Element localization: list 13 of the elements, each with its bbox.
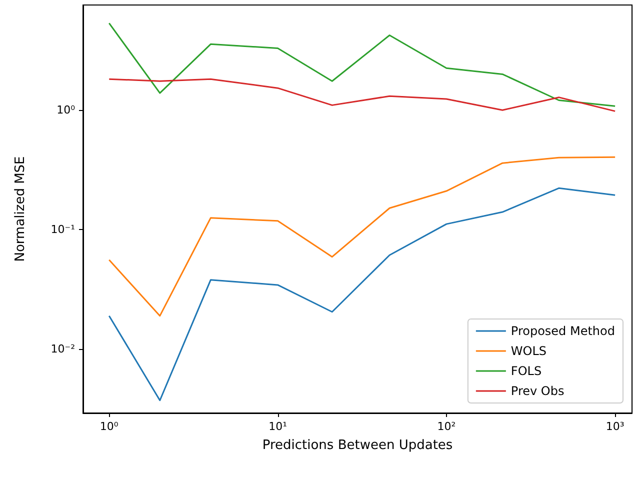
x-tick-label: 10³ [606, 420, 624, 433]
legend-label: Proposed Method [510, 324, 616, 338]
x-tick-label: 10⁰ [100, 420, 119, 433]
x-axis-title: Predictions Between Updates [262, 438, 453, 453]
legend-label: FOLS [510, 364, 542, 378]
x-tick-label: 10² [437, 420, 456, 433]
y-tick-label: 10⁻¹ [50, 222, 75, 236]
y-axis-title: Normalized MSE [13, 156, 28, 262]
legend-label: WOLS [510, 344, 547, 358]
x-tick-label: 10¹ [268, 420, 287, 433]
y-tick-label: 10⁰ [56, 104, 76, 117]
y-tick-label: 10⁻² [50, 342, 75, 356]
legend-label: Prev Obs [510, 384, 564, 398]
